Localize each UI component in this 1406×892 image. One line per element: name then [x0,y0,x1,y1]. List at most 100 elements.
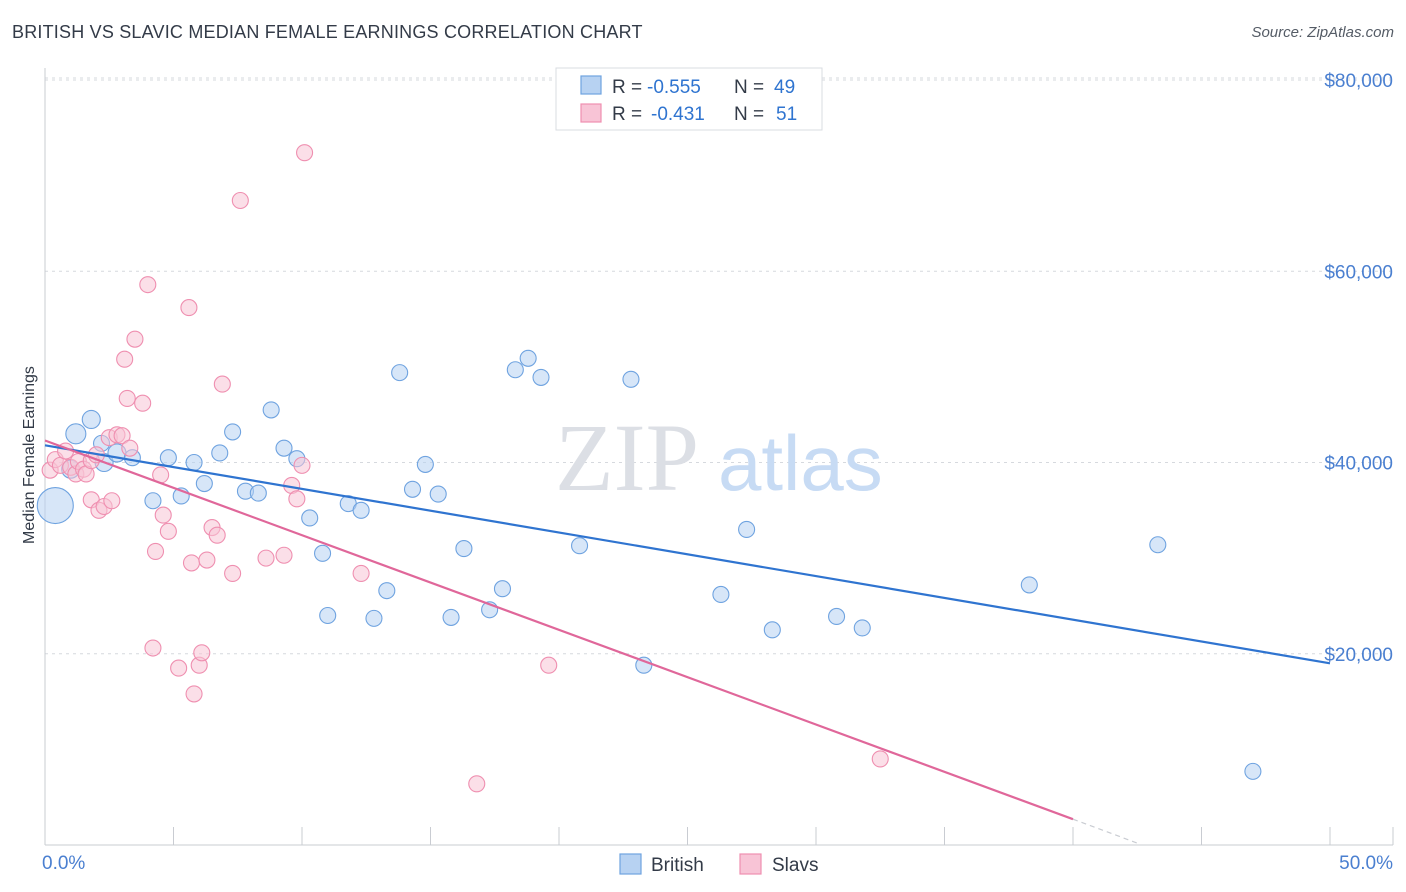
british-trend-line [44,444,1331,665]
british-point-12 [211,444,229,462]
british-point-39 [635,656,653,674]
slavs-point-40 [231,191,249,210]
british-point-28 [416,455,434,473]
slavs-point-15 [103,492,121,510]
axes [44,68,1394,846]
watermark-atlas: atlas [718,419,883,507]
slavs-trend-extension [1072,818,1138,844]
legend-label-slavs: Slavs [772,855,818,876]
british-point-41 [738,520,756,538]
stats-n-label-slavs: N = [734,104,764,125]
british-point-46 [1149,536,1167,554]
legend: British Slavs [619,853,818,876]
british-point-35 [519,349,537,367]
slavs-point-47 [352,564,370,582]
slavs-point-21 [126,330,144,348]
british-point-30 [442,608,460,626]
british-point-47 [1244,762,1262,780]
slavs-point-35 [198,551,216,569]
y-tick-label-2: $60,000 [1324,262,1393,283]
slavs-point-37 [208,526,226,544]
legend-swatch-british [619,853,642,875]
slavs-point-17 [113,427,131,445]
stats-r-label-slavs: R = [612,104,642,125]
british-point-16 [262,401,280,419]
slavs-point-38 [213,375,231,393]
stats-n-label-british: N = [734,77,764,98]
british-point-25 [378,582,396,600]
british-point-26 [391,364,409,382]
x-tick-label-1: 50.0% [1339,853,1393,874]
british-point-20 [314,544,332,562]
british-point-23 [352,501,370,519]
british-point-10 [185,453,203,472]
slavs-point-31 [182,554,201,572]
slavs-point-18 [116,350,134,368]
y-tick-labels: $20,000 $40,000 $60,000 $80,000 [1324,71,1393,666]
british-point-11 [195,474,213,493]
british-point-13 [224,423,242,441]
y-axis-label: Median Female Earnings [21,366,38,544]
x-tick-label-0: 0.0% [42,853,85,874]
slavs-point-23 [139,276,157,294]
british-point-33 [493,580,512,598]
y-tick-label-1: $40,000 [1324,454,1393,475]
british-point-29 [429,485,447,503]
legend-label-british: British [651,855,704,876]
slavs-trend-line [44,439,1074,821]
slavs-point-28 [159,522,177,540]
british-point-34 [506,361,524,379]
chart-source: Source: ZipAtlas.com [1251,24,1394,41]
british-point-44 [853,619,871,637]
british-point-45 [1020,576,1038,594]
british-point-19 [301,509,319,527]
british-point-38 [622,370,640,388]
slavs-point-46 [296,144,314,162]
slavs-point-27 [154,506,172,524]
stats-r-value-slavs: -0.431 [651,104,705,125]
stats-swatch-british [580,75,602,95]
british-point-15 [249,484,267,502]
british-point-0 [36,486,74,525]
british-point-27 [403,480,422,498]
data-points [36,144,1262,793]
slavs-point-22 [134,394,152,412]
stats-swatch-slavs [580,103,602,123]
y-tick-label-3: $80,000 [1324,71,1393,92]
slavs-point-25 [146,542,165,560]
slavs-point-24 [144,639,162,657]
british-point-1 [65,423,87,445]
british-point-36 [532,368,550,386]
slavs-point-42 [275,546,293,564]
british-point-43 [828,607,846,626]
slavs-point-44 [288,490,306,508]
stats-r-label-british: R = [612,77,642,98]
slavs-point-34 [193,644,211,662]
grid-lines [45,77,1393,655]
watermark-zip: ZIP [555,404,699,511]
slavs-point-45 [293,456,311,474]
stats-r-value-british: -0.555 [647,77,701,98]
british-point-31 [455,540,473,558]
slavs-point-32 [185,685,203,703]
y-tick-label-0: $20,000 [1324,645,1393,666]
slavs-point-50 [871,750,889,768]
stats-n-value-slavs: 51 [776,104,797,125]
slavs-point-29 [170,659,188,677]
legend-swatch-slavs [739,853,762,875]
slavs-point-39 [224,564,242,582]
stats-n-value-british: 49 [774,77,795,98]
x-tick-labels: 0.0% 50.0% [42,853,1393,874]
slavs-point-49 [540,656,558,674]
slavs-point-20 [121,439,139,457]
british-point-17 [275,439,293,457]
british-point-24 [365,609,383,627]
trend-lines [44,439,1331,844]
slavs-point-19 [118,389,136,407]
british-point-37 [571,537,589,555]
british-point-8 [159,449,177,467]
slavs-point-41 [257,549,275,567]
british-point-7 [144,492,162,510]
british-point-40 [712,585,730,604]
